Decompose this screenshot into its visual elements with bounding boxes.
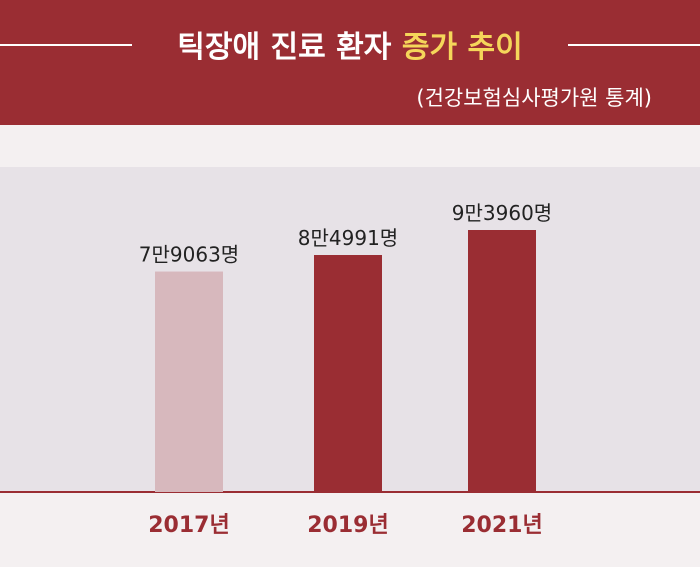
chart-title: 틱장애 진료 환자 증가 추이: [0, 22, 700, 66]
data-label-2: 9만3960명: [452, 201, 552, 225]
title-divider-left: [0, 44, 132, 46]
bar-2: [468, 230, 536, 492]
data-label-0: 7만9063명: [139, 243, 239, 267]
bar-1: [314, 255, 382, 492]
data-label-1: 8만4991명: [298, 226, 398, 250]
axis-label-band: [0, 492, 700, 567]
bar-0: [155, 271, 223, 492]
x-tick-label-2: 2021년: [461, 513, 542, 538]
chart-title-highlight: 증가 추이: [401, 30, 523, 65]
x-tick-label-1: 2019년: [307, 513, 388, 538]
source-note: (건강보험심사평가원 통계): [416, 86, 652, 110]
title-divider-right: [568, 44, 700, 46]
header-banner: 틱장애 진료 환자 증가 추이 (건강보험심사평가원 통계): [0, 0, 700, 125]
x-tick-label-0: 2017년: [148, 513, 229, 538]
chart-title-main: 틱장애 진료 환자: [177, 30, 392, 65]
spacer-band: [0, 125, 700, 167]
